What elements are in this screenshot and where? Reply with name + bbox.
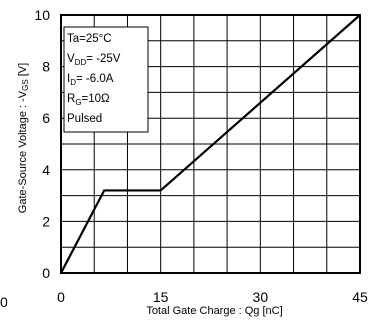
y-axis-label-main: Gate-Source Voltage : -V — [17, 90, 29, 213]
x-tick-label: 30 — [253, 289, 269, 305]
x-tick-label: 0 — [57, 289, 65, 305]
y-axis-label-subscript: GS — [21, 79, 30, 91]
chart-grid — [61, 15, 360, 273]
condition-subscript: G — [75, 98, 81, 107]
y-tick-label: 6 — [42, 110, 50, 126]
condition-value: = -25V — [86, 53, 121, 65]
y-tick-label: 2 — [42, 213, 50, 229]
condition-symbol: I — [67, 73, 70, 85]
condition-symbol: Pulsed — [67, 113, 102, 125]
y-axis-label-unit: [V] — [17, 63, 29, 80]
condition-subscript: D — [70, 78, 76, 87]
y-tick-labels: 0 2 4 6 8 10 — [34, 7, 50, 281]
condition-line: RG=10Ω — [67, 93, 110, 107]
x-tick-labels: 0 15 30 45 — [57, 289, 368, 305]
condition-line: ID= -6.0A — [67, 73, 114, 87]
x-axis-label: Total Gate Charge : Qg [nC] — [146, 305, 282, 317]
condition-value: =10Ω — [82, 93, 111, 105]
series-group — [60, 14, 361, 274]
y-tick-label: 8 — [42, 59, 50, 75]
condition-symbol: V — [67, 53, 75, 65]
condition-subscript: DD — [75, 58, 87, 67]
y-tick-label: 0 — [42, 265, 50, 281]
left-edge-tick-label: 0 — [0, 294, 8, 310]
x-tick-label: 45 — [352, 289, 368, 305]
series-line — [60, 14, 361, 274]
x-tick-label: 15 — [153, 289, 169, 305]
y-tick-label: 4 — [42, 162, 50, 178]
condition-line: Ta=25°C — [67, 33, 112, 45]
condition-symbol: R — [67, 93, 75, 105]
condition-value: = -6.0A — [76, 73, 114, 85]
plot-frame — [60, 14, 361, 274]
condition-line: VDD= -25V — [67, 53, 121, 67]
condition-line: Pulsed — [67, 113, 102, 125]
condition-symbol: Ta=25°C — [67, 33, 112, 45]
conditions-box-frame — [63, 26, 149, 133]
y-tick-label: 10 — [34, 7, 50, 23]
y-axis-label: Gate-Source Voltage : -VGS [V] — [17, 63, 30, 213]
